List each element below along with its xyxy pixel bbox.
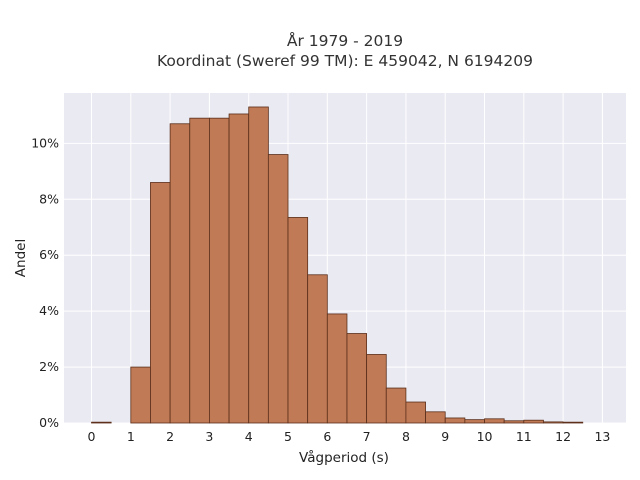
histogram-bar	[91, 421, 112, 424]
histogram-bar	[346, 333, 368, 424]
y-tick-label: 10%	[31, 135, 59, 150]
x-tick-label: 4	[245, 429, 253, 444]
histogram-bar	[267, 154, 289, 424]
x-tick-label: 2	[166, 429, 174, 444]
histogram-bar	[562, 421, 584, 424]
histogram-bar	[189, 117, 210, 424]
x-tick-label: 10	[477, 429, 493, 444]
bars	[91, 106, 584, 424]
histogram-bar	[385, 387, 407, 424]
histogram-bar	[484, 418, 505, 424]
histogram-bar	[543, 421, 564, 424]
histogram-bar	[405, 401, 426, 424]
histogram-bar	[248, 106, 269, 424]
y-axis-ticks: 0% 2% 4% 6% 8% 10%	[31, 135, 59, 430]
x-tick-label: 5	[284, 429, 292, 444]
histogram-bar	[307, 274, 328, 424]
histogram-bar	[425, 411, 446, 424]
histogram-bar	[287, 217, 309, 424]
y-tick-label: 2%	[39, 359, 59, 374]
x-tick-label: 3	[205, 429, 213, 444]
histogram-bar	[366, 354, 387, 424]
histogram-bar	[444, 417, 466, 424]
x-tick-label: 1	[127, 429, 135, 444]
x-tick-label: 7	[363, 429, 371, 444]
histogram-bar	[523, 419, 544, 424]
histogram-bar	[169, 123, 191, 424]
y-tick-label: 0%	[39, 415, 59, 430]
x-tick-label: 13	[594, 429, 610, 444]
y-axis-label: Andel	[13, 239, 29, 277]
x-tick-label: 0	[88, 429, 96, 444]
histogram-bar	[464, 419, 485, 424]
x-axis-label: Vågperiod (s)	[299, 449, 389, 466]
histogram-bar	[130, 366, 151, 424]
chart-title-line-1: År 1979 - 2019	[287, 31, 403, 50]
x-tick-label: 6	[323, 429, 331, 444]
x-tick-label: 11	[516, 429, 532, 444]
histogram-bar	[326, 313, 348, 424]
histogram-bar	[503, 420, 525, 424]
y-tick-label: 4%	[39, 303, 59, 318]
y-tick-label: 8%	[39, 191, 59, 206]
histogram-bar	[150, 182, 171, 424]
x-tick-label: 12	[555, 429, 571, 444]
chart-title-line-2: Koordinat (Sweref 99 TM): E 459042, N 61…	[157, 52, 533, 70]
x-tick-label: 8	[402, 429, 410, 444]
x-axis-ticks: 0 1 2 3 4 5 6 7 8 9 10 11 12 13	[88, 429, 611, 444]
y-tick-label: 6%	[39, 247, 59, 262]
x-tick-label: 9	[441, 429, 449, 444]
histogram-bar	[228, 113, 250, 424]
histogram-bar	[209, 117, 230, 424]
